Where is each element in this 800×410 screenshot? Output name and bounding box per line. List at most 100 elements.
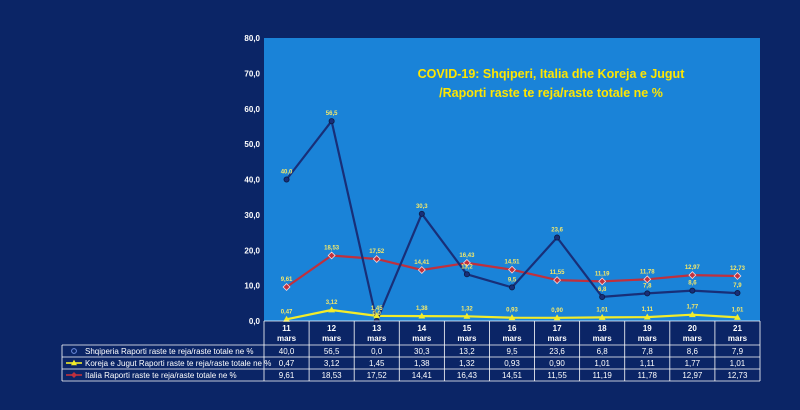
data-label: 17,52 — [369, 249, 385, 255]
data-label: 30,3 — [416, 204, 428, 210]
table-cell: 23,6 — [549, 347, 565, 356]
table-cell: 11,55 — [547, 371, 567, 380]
legend-entry: Shqiperia Raporti raste te reja/raste to… — [85, 347, 254, 356]
x-tick-day: 18 — [598, 324, 607, 333]
data-label: 1,38 — [416, 306, 428, 312]
table-cell: 14,41 — [412, 371, 433, 380]
data-label: 1,45 — [371, 306, 383, 312]
data-label: 0,93 — [506, 308, 518, 314]
table-cell: 7,8 — [642, 347, 654, 356]
albania-point — [283, 176, 290, 183]
italy-point — [417, 266, 426, 274]
korea-point — [734, 313, 741, 320]
table-cell: 6,8 — [597, 347, 609, 356]
y-tick-label: 70,0 — [244, 69, 260, 78]
x-tick-day: 17 — [553, 324, 562, 333]
data-table: 11mars12mars13mars14mars15mars16mars17ma… — [61, 320, 761, 382]
table-cell: 7,9 — [732, 347, 744, 356]
table-cell: 1,11 — [640, 359, 656, 368]
italy-point — [688, 271, 697, 280]
chart-title-line2: /Raporti raste te reja/raste totale ne % — [439, 86, 663, 100]
table-cell: 11,19 — [592, 371, 612, 380]
legend-entry: Italia Raporti raste te reja/raste total… — [85, 371, 237, 380]
data-label: 9,61 — [281, 277, 293, 283]
table-cell: 14,51 — [502, 371, 523, 380]
table-cell: 0,90 — [549, 359, 565, 368]
plot-area — [264, 38, 760, 321]
data-label: 7,9 — [733, 283, 742, 289]
data-label: 8,6 — [688, 281, 697, 287]
x-tick-month: mars — [502, 334, 522, 343]
data-label: 6,8 — [598, 287, 607, 293]
y-tick-label: 10,0 — [244, 282, 260, 291]
albania-point — [734, 290, 741, 297]
data-label: 12,73 — [730, 266, 746, 272]
albania-point — [463, 271, 470, 278]
italy-point — [462, 258, 471, 267]
legend-key-albania — [71, 348, 77, 354]
korea-point — [688, 311, 696, 318]
italy-point — [643, 275, 652, 284]
chart-title-line1: COVID-19: Shqiperi, Italia dhe Koreja e … — [418, 67, 686, 81]
korea-point — [553, 314, 561, 321]
y-tick-label: 20,0 — [244, 246, 260, 255]
x-tick-day: 20 — [688, 324, 697, 333]
italy-point — [733, 272, 742, 280]
data-label: 1,32 — [461, 306, 473, 312]
data-label: 18,53 — [324, 245, 340, 251]
table-cell: 9,61 — [279, 371, 295, 380]
y-tick-label: 0,0 — [249, 317, 261, 326]
x-tick-day: 16 — [508, 324, 517, 333]
albania-point — [328, 118, 335, 125]
legend-entry: Koreja e Jugut Raporti raste te reja/ras… — [85, 359, 271, 368]
italy-point — [282, 283, 291, 291]
x-tick-month: mars — [412, 334, 432, 343]
korea-point — [598, 313, 606, 320]
table-cell: 1,45 — [369, 359, 385, 368]
table-cell: 18,53 — [322, 371, 343, 380]
x-tick-day: 12 — [327, 324, 336, 333]
italy-point — [553, 276, 562, 285]
x-tick-month: mars — [457, 334, 477, 343]
table-cell: 1,38 — [414, 359, 430, 368]
y-tick-label: 40,0 — [244, 176, 260, 185]
data-label: 23,6 — [551, 228, 563, 234]
table-cell: 16,43 — [457, 371, 478, 380]
data-label: 11,19 — [595, 271, 610, 277]
data-label: 1,11 — [642, 307, 654, 313]
legend-key-italy — [71, 372, 77, 378]
albania-point — [418, 210, 425, 217]
y-tick-label: 80,0 — [244, 34, 260, 43]
y-axis: 0,0 10,0 20,0 30,0 40,0 50,0 60,0 70,0 80,0 — [244, 34, 260, 326]
data-label: 0,0 — [373, 311, 382, 317]
x-tick-day: 19 — [643, 324, 652, 333]
data-label: 12,97 — [685, 265, 701, 271]
table-cell: 11,78 — [638, 371, 658, 380]
x-tick-month: mars — [322, 334, 342, 343]
korea-point — [418, 312, 426, 319]
table-cell: 3,12 — [324, 359, 340, 368]
data-label: 1,01 — [732, 307, 744, 313]
korea-point — [643, 313, 651, 320]
x-tick-month: mars — [683, 334, 703, 343]
data-label: 1,77 — [687, 305, 699, 311]
data-label: 11,55 — [550, 270, 565, 276]
data-label: 1,01 — [596, 307, 608, 313]
y-tick-label: 30,0 — [244, 211, 260, 220]
data-label: 56,5 — [326, 111, 338, 117]
x-tick-month: mars — [277, 334, 297, 343]
italy-point — [372, 255, 381, 263]
table-cell: 0,93 — [504, 359, 520, 368]
x-tick-day: 11 — [282, 324, 291, 333]
italy-point — [508, 265, 516, 274]
x-tick-month: mars — [548, 334, 568, 343]
table-cell: 17,52 — [367, 371, 388, 380]
table-cell: 12,73 — [727, 371, 748, 380]
y-tick-label: 60,0 — [244, 105, 260, 114]
italy-point — [598, 277, 607, 286]
data-labels: 0,47 3,12 1,45 1,38 1,32 0,93 0,90 1,01 1,11 1,77… — [281, 111, 746, 317]
data-label: 14,41 — [414, 260, 430, 266]
table-cell: 0,0 — [371, 347, 383, 356]
albania-point — [508, 284, 515, 291]
